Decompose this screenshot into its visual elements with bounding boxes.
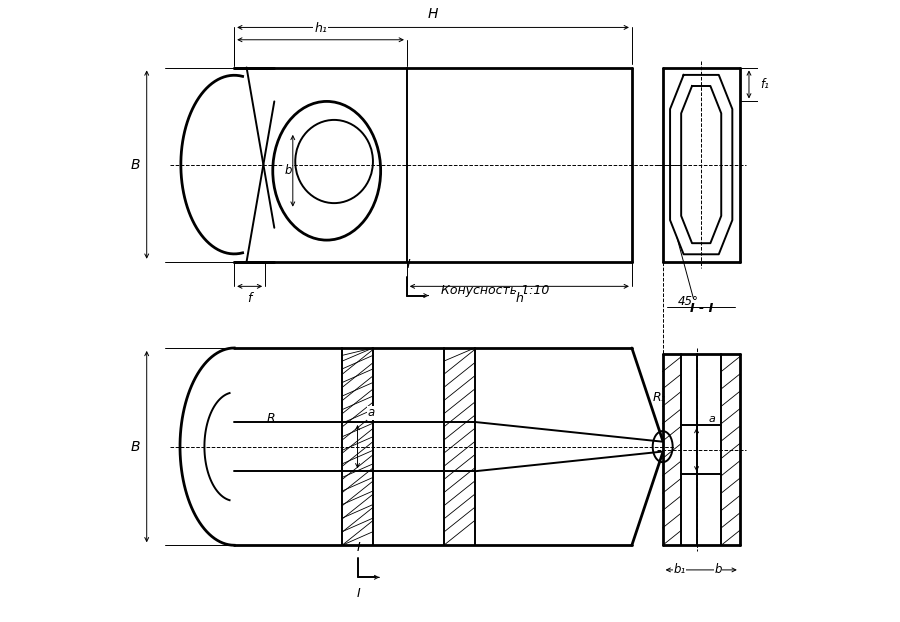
Text: b: b xyxy=(715,564,722,577)
Polygon shape xyxy=(444,348,474,545)
Text: H: H xyxy=(428,7,438,21)
Text: a: a xyxy=(367,406,374,419)
Text: B: B xyxy=(130,440,140,453)
Text: I: I xyxy=(357,542,361,554)
Text: b: b xyxy=(284,164,292,177)
Polygon shape xyxy=(662,354,681,545)
Text: B: B xyxy=(130,157,140,172)
Text: R₁: R₁ xyxy=(652,391,666,404)
Text: f: f xyxy=(248,292,252,305)
Text: h₁: h₁ xyxy=(314,22,327,35)
Text: R: R xyxy=(267,412,275,425)
Text: h: h xyxy=(516,292,523,305)
Text: I - I: I - I xyxy=(689,302,713,315)
Text: Конусность 1:10: Конусность 1:10 xyxy=(441,284,549,297)
Text: I: I xyxy=(357,587,361,600)
Text: a: a xyxy=(708,414,716,424)
Polygon shape xyxy=(342,348,373,545)
Text: 45°: 45° xyxy=(678,295,699,309)
Text: f₁: f₁ xyxy=(760,78,769,91)
Text: b₁: b₁ xyxy=(673,564,686,577)
Polygon shape xyxy=(721,354,740,545)
Text: I: I xyxy=(406,258,410,271)
